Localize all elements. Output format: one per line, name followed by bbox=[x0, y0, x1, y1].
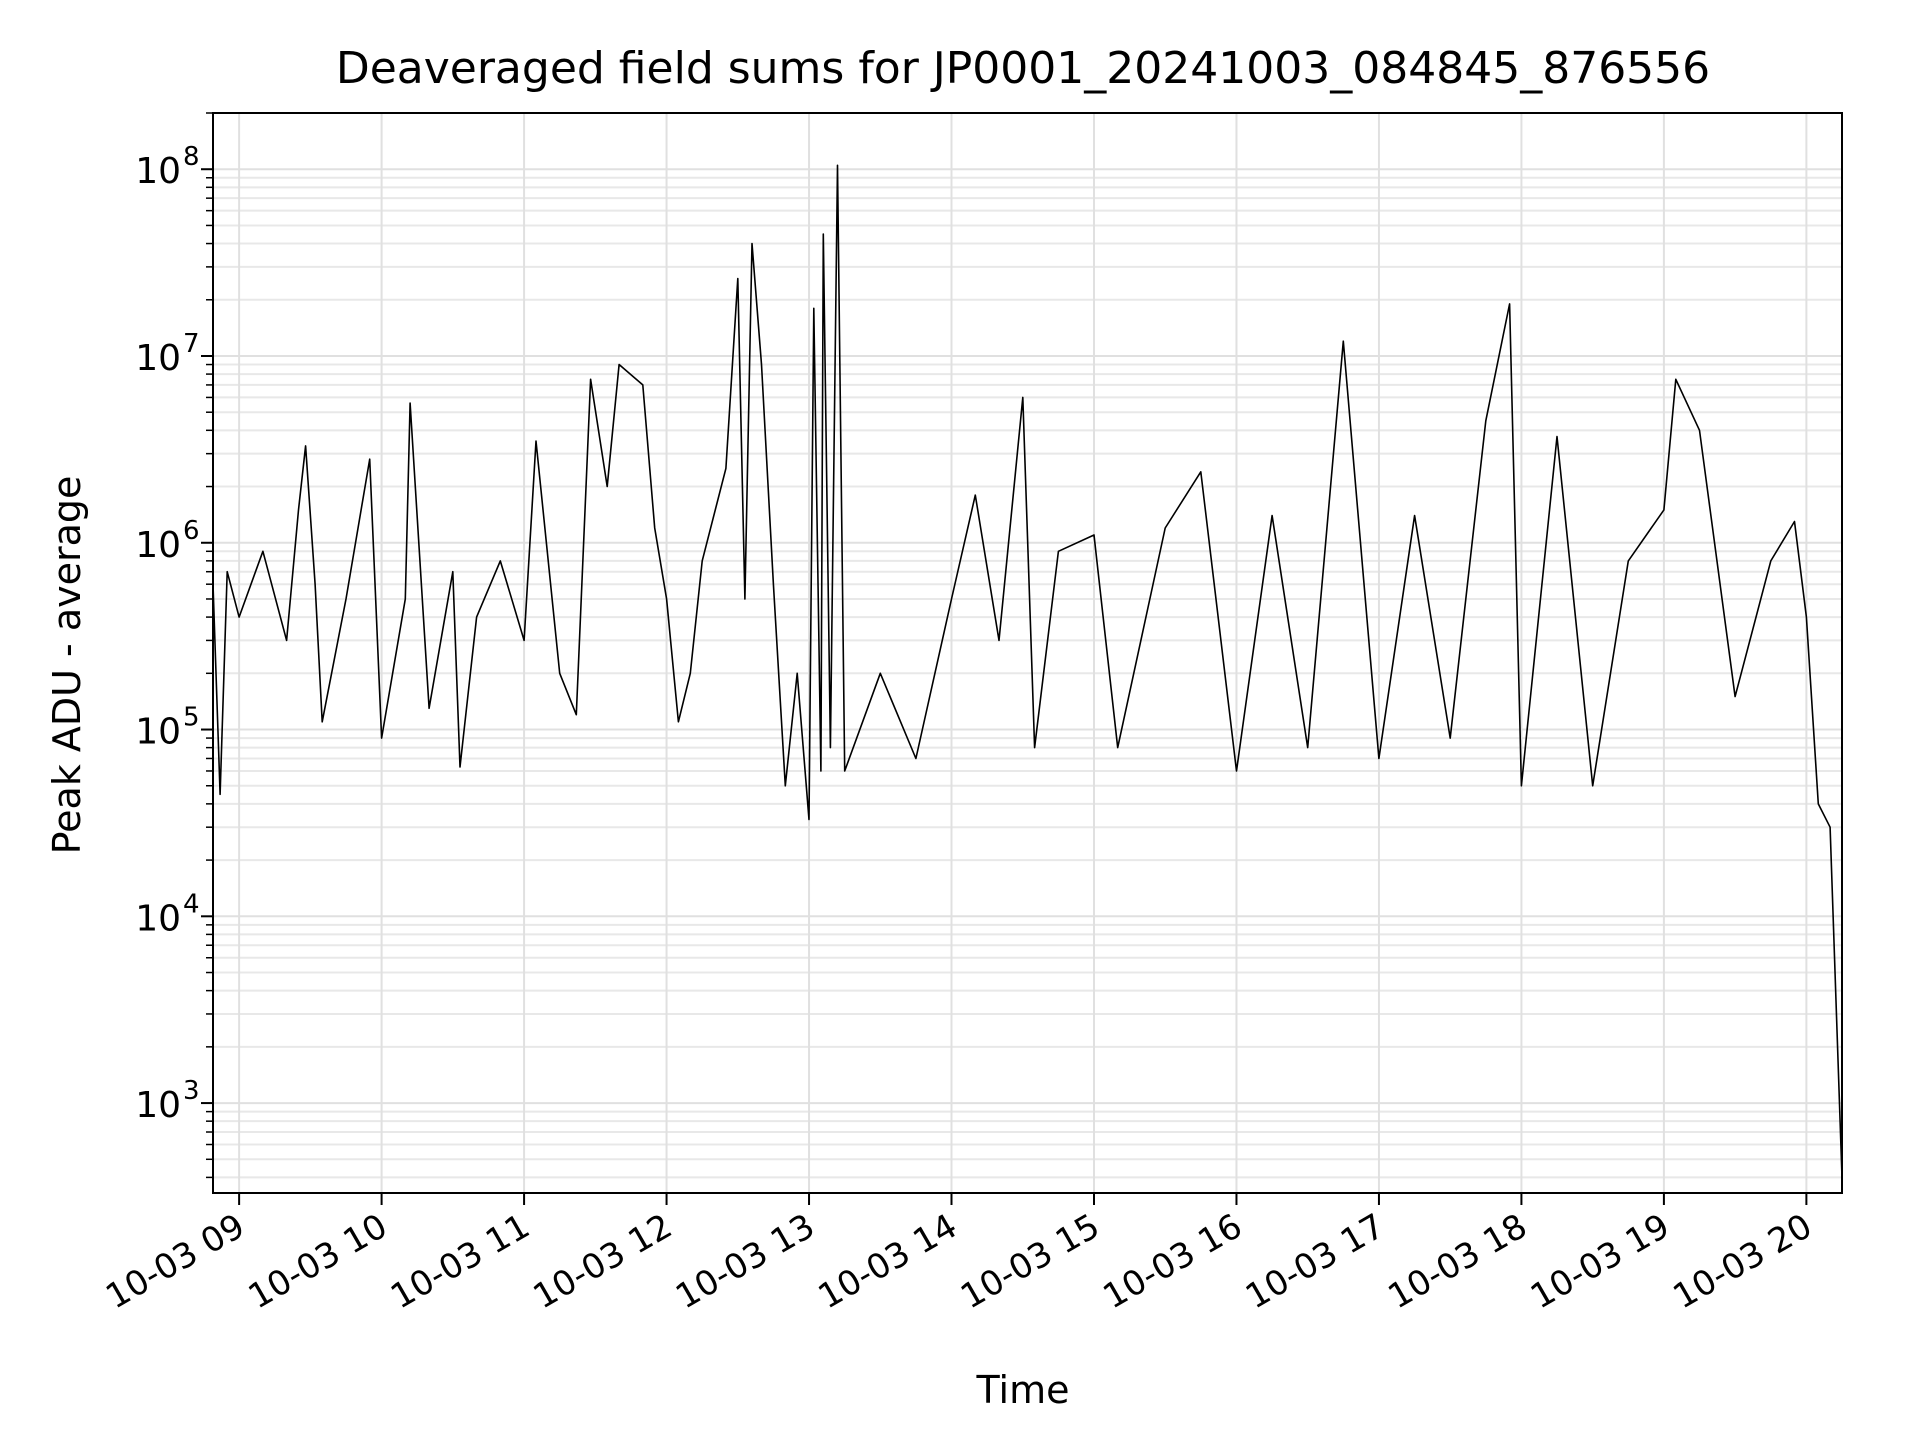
major-gridlines bbox=[213, 113, 1842, 1193]
y-tick-label: 10 bbox=[135, 1085, 181, 1126]
chart-title: Deaveraged field sums for JP0001_2024100… bbox=[336, 43, 1710, 94]
minor-gridlines bbox=[213, 112, 1842, 1179]
series-layer bbox=[212, 164, 1843, 1178]
y-tick-label: 10 bbox=[135, 525, 181, 566]
y-axis-label: Peak ADU - average bbox=[45, 476, 89, 855]
y-tick-label: 10 bbox=[135, 151, 181, 192]
y-tick-label: 10 bbox=[135, 898, 181, 939]
y-tick-label-exponent: 3 bbox=[183, 1076, 200, 1106]
y-tick-label: 10 bbox=[135, 338, 181, 379]
y-tick-label-exponent: 4 bbox=[183, 889, 200, 919]
y-tick-label-exponent: 8 bbox=[183, 142, 200, 172]
y-tick-label-exponent: 5 bbox=[183, 703, 200, 733]
x-axis-label: Time bbox=[976, 1368, 1070, 1412]
plot-frame bbox=[212, 112, 1843, 1194]
y-tick-label-exponent: 6 bbox=[183, 516, 200, 546]
y-tick-label: 10 bbox=[135, 712, 181, 753]
y-tick-label-exponent: 7 bbox=[183, 329, 200, 359]
